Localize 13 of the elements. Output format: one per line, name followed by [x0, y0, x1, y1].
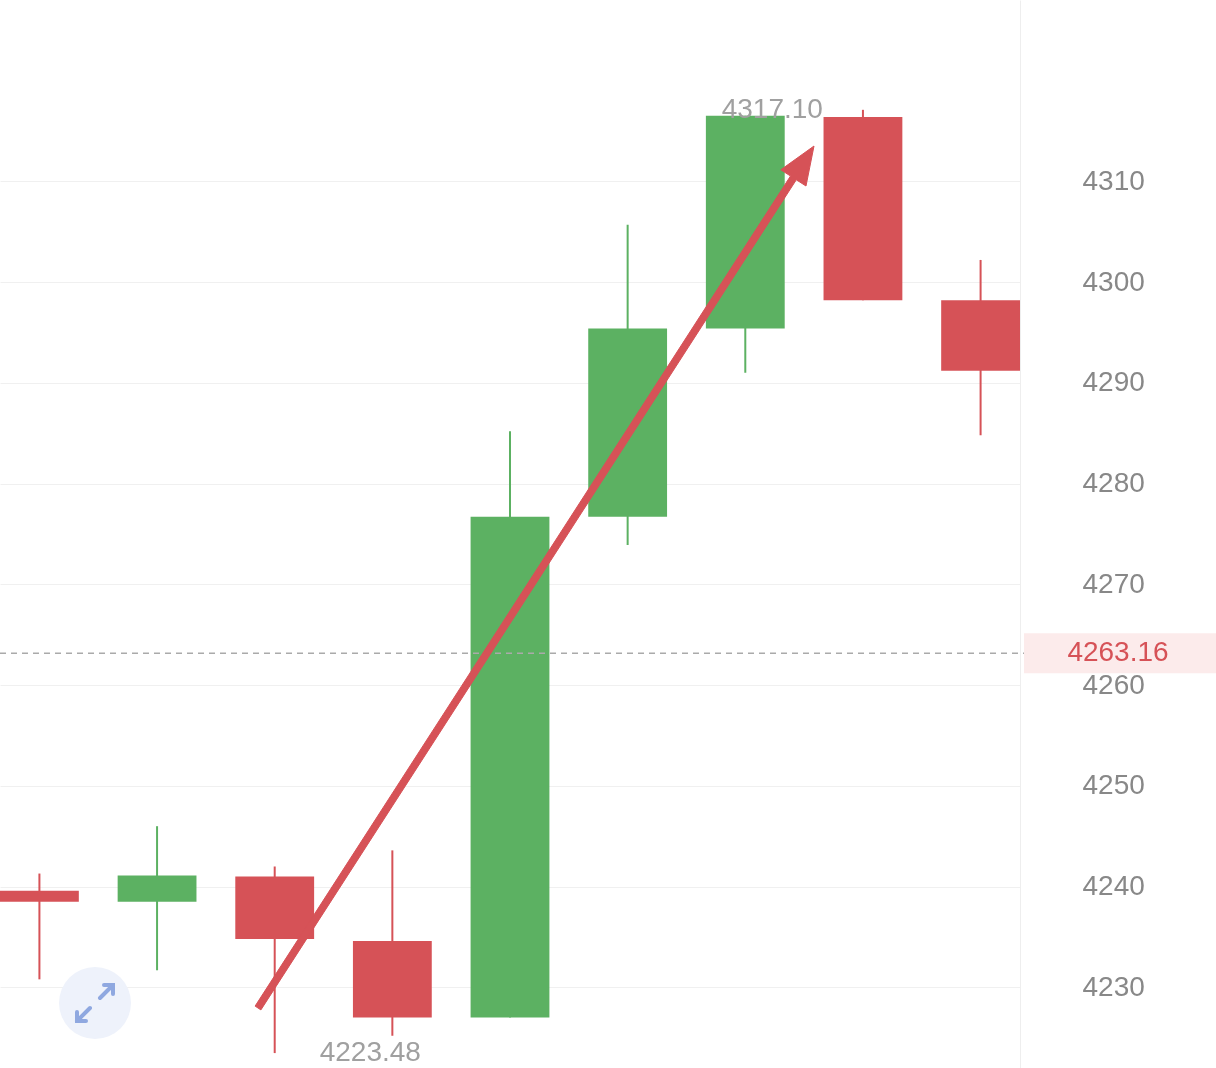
y-tick-label: 4280	[1082, 467, 1145, 499]
y-tick-label: 4260	[1082, 668, 1145, 700]
y-tick-label: 4230	[1082, 970, 1145, 1002]
candlestick	[0, 872, 79, 981]
y-tick-label: 4240	[1082, 870, 1145, 902]
y-tick-label: 4290	[1082, 366, 1145, 398]
y-tick-label: 4250	[1082, 769, 1145, 801]
y-tick-label: 4270	[1082, 567, 1145, 599]
y-tick-label: 4310	[1082, 164, 1145, 196]
annotation: 4223.48	[319, 1036, 421, 1068]
annotation: 4317.10	[721, 92, 823, 124]
ref-line-label: 4263.16	[1067, 636, 1169, 668]
y-tick-label: 4300	[1082, 265, 1145, 297]
